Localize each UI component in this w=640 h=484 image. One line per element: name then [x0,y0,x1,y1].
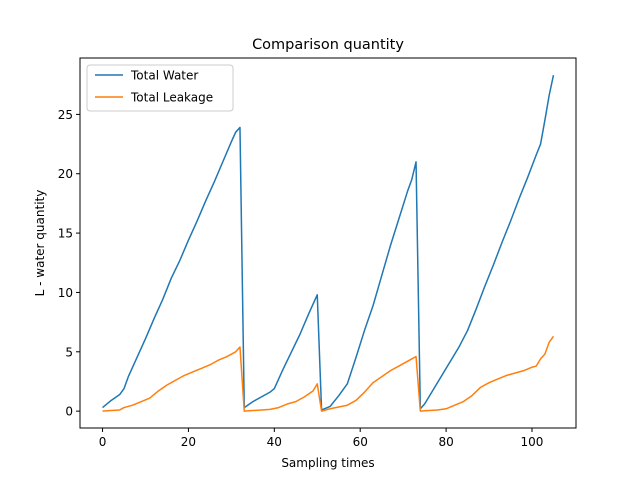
plot-area [79,57,577,429]
chart-title: Comparison quantity [252,37,404,53]
y-tick-label: 15 [58,227,73,241]
y-tick-label: 25 [58,108,73,122]
x-axis-label: Sampling times [281,456,374,470]
y-axis-label: L - water quantity [33,190,47,297]
y-tick-label: 5 [65,345,73,359]
x-tick-label: 20 [181,435,196,449]
y-tick-label: 0 [65,405,73,419]
series-line-total-leakage [102,335,555,412]
x-axis: 0 20 40 60 80 100 [99,428,544,449]
y-tick-label: 10 [58,286,73,300]
plot-frame [79,57,577,429]
series-line-total-water [102,75,555,411]
legend-box [86,64,234,112]
x-tick-label: 80 [438,435,453,449]
legend-label-total-leakage: Total Leakage [130,91,213,105]
x-tick-label: 40 [267,435,282,449]
x-tick-label: 100 [521,435,544,449]
x-tick-label: 0 [99,435,107,449]
y-axis: 0 5 10 15 20 25 [58,108,80,419]
legend: Total Water Total Leakage [86,64,234,112]
legend-label-total-water: Total Water [130,69,198,83]
y-tick-label: 20 [58,167,73,181]
x-tick-label: 60 [353,435,368,449]
series-lines [102,75,555,412]
